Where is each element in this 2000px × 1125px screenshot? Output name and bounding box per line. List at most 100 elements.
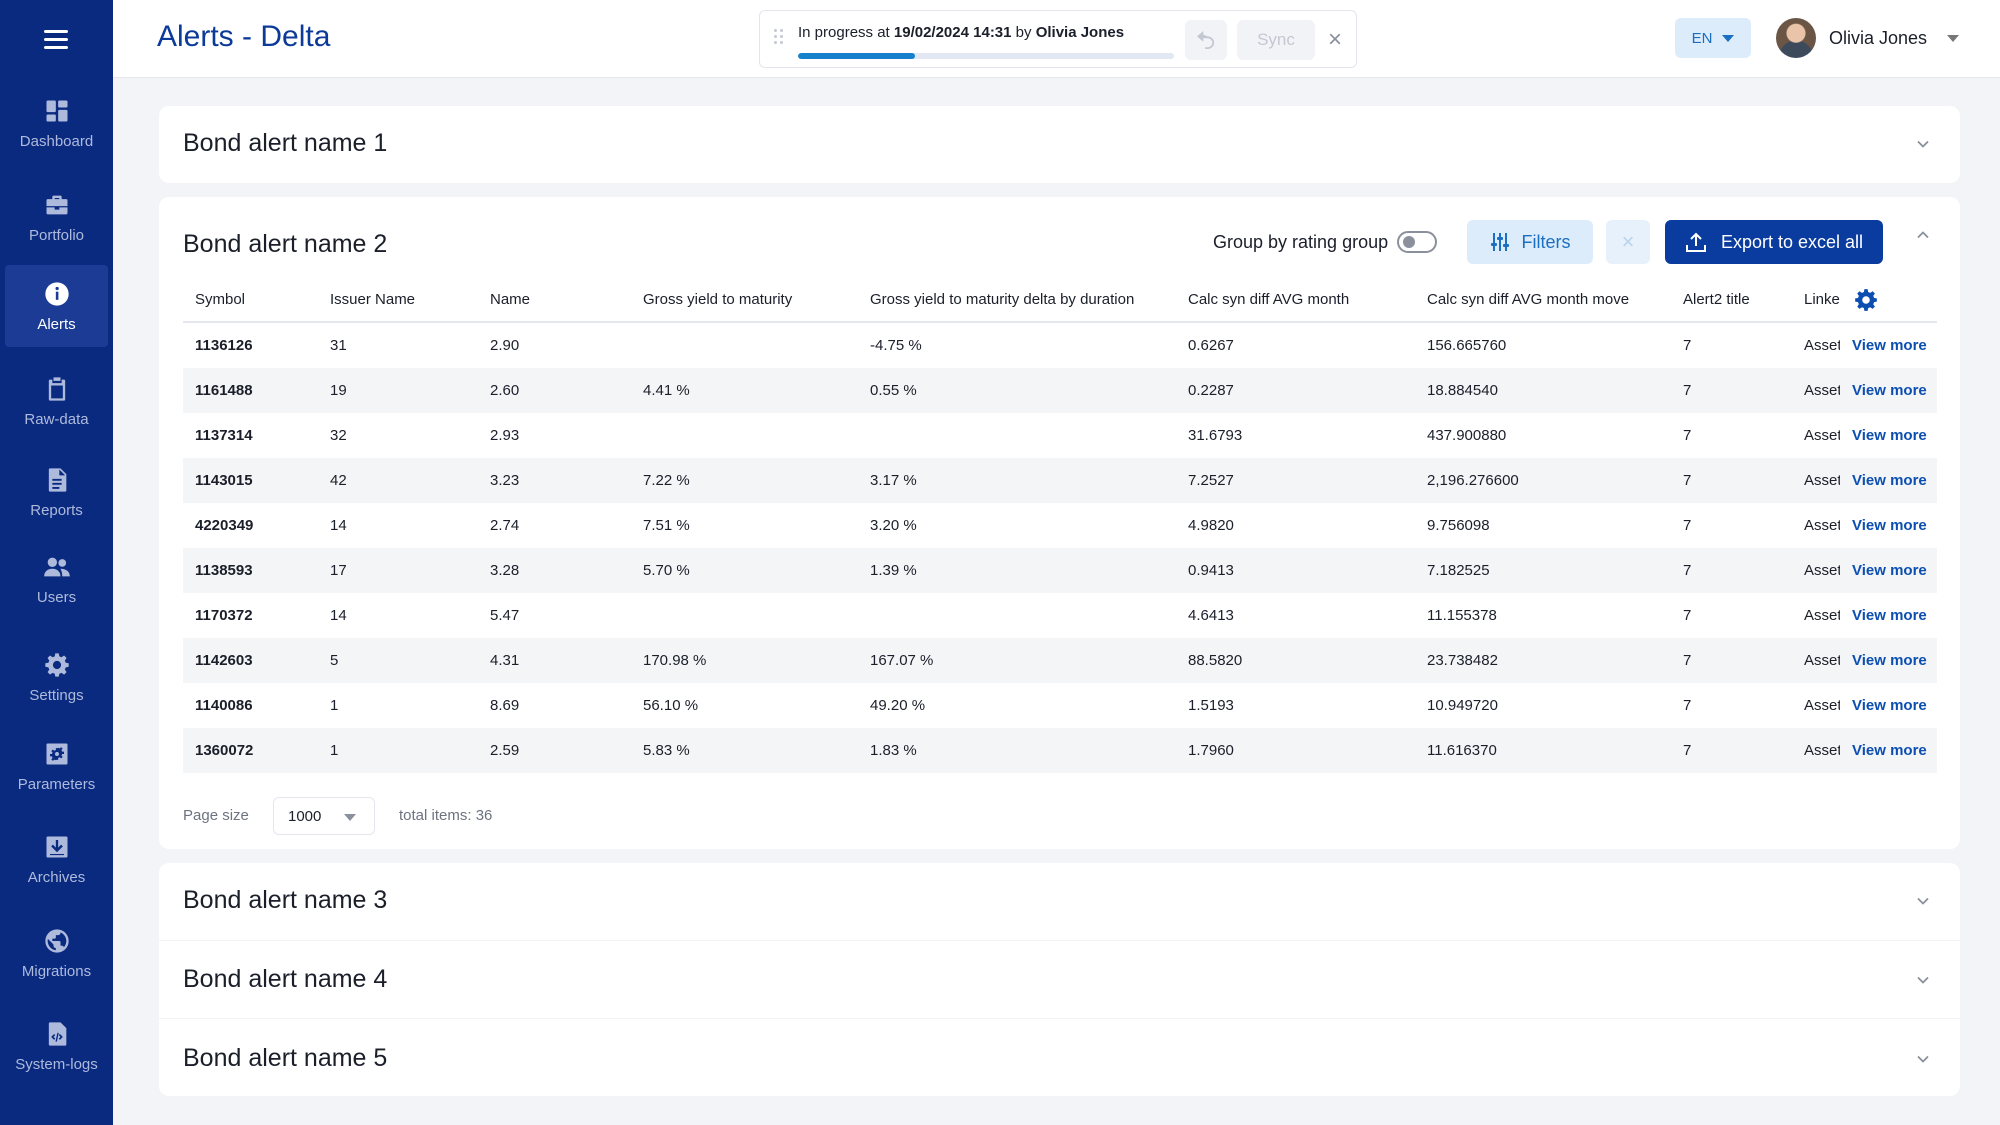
table-cell: 8.69: [490, 697, 520, 714]
table-cell: 1161488: [195, 382, 253, 399]
view-more-link[interactable]: View more: [1852, 382, 1927, 399]
table-cell: 1170372: [195, 607, 253, 624]
table-cell: 14: [330, 517, 347, 534]
alert-panel-4: Bond alert name 4: [159, 941, 1960, 1018]
column-header[interactable]: Linke: [1804, 291, 1840, 308]
user-menu-caret-icon[interactable]: [1947, 35, 1959, 42]
sidebar-item-reports[interactable]: Reports: [5, 451, 108, 533]
table-cell: 10.949720: [1427, 697, 1498, 714]
sidebar-item-label: Portfolio: [28, 226, 85, 244]
view-more-link[interactable]: View more: [1852, 607, 1927, 624]
table-row: 1161488 19 2.60 4.41 % 0.55 % 0.2287 18.884540…: [183, 368, 1937, 413]
column-header[interactable]: Calc syn diff AVG month: [1188, 291, 1350, 308]
column-header[interactable]: Symbol: [195, 291, 246, 308]
close-icon[interactable]: ×: [1327, 26, 1342, 53]
table-cell: 1138593: [195, 562, 253, 579]
undo-button[interactable]: [1185, 20, 1227, 60]
chevron-down-icon[interactable]: [1916, 894, 1930, 908]
sidebar-item-label: Settings: [29, 686, 84, 704]
sidebar-item-archives[interactable]: Archives: [5, 818, 108, 900]
sidebar-item-raw-data[interactable]: Raw-data: [5, 360, 108, 442]
table-cell: Asset: [1804, 427, 1840, 444]
alert-panel-1: Bond alert name 1: [159, 106, 1960, 183]
gear-icon: [44, 652, 69, 677]
table-cell: 3.28: [490, 562, 520, 579]
table-cell: Asset: [1804, 472, 1840, 489]
column-header[interactable]: Calc syn diff AVG month move: [1427, 291, 1630, 308]
table-body: 1136126 31 2.90 -4.75 % 0.6267 156.665760 7 Ass…: [183, 323, 1937, 773]
column-header[interactable]: Alert2 title: [1683, 291, 1750, 308]
view-more-link[interactable]: View more: [1852, 427, 1927, 444]
page-size-select[interactable]: 1000: [273, 797, 375, 835]
page-title: Alerts - Delta: [157, 20, 331, 53]
table-cell: 5.47: [490, 607, 520, 624]
chevron-down-icon[interactable]: [1916, 1052, 1930, 1066]
view-more-link[interactable]: View more: [1852, 652, 1927, 669]
sidebar-item-label: Raw-data: [24, 410, 89, 428]
view-more-link[interactable]: View more: [1852, 697, 1927, 714]
panel-title[interactable]: Bond alert name 4: [183, 965, 388, 993]
view-more-link[interactable]: View more: [1852, 517, 1927, 534]
chevron-up-icon[interactable]: [1916, 228, 1930, 242]
table-cell: 18.884540: [1427, 382, 1498, 399]
panel-title[interactable]: Bond alert name 2: [183, 230, 388, 258]
table-cell: 7: [1683, 697, 1692, 714]
export-label: Export to excel all: [1720, 231, 1864, 252]
clear-filters-button[interactable]: ×: [1606, 220, 1650, 264]
table-cell: 19: [330, 382, 347, 399]
user-name[interactable]: Olivia Jones: [1829, 28, 1928, 48]
language-select[interactable]: EN: [1675, 18, 1751, 58]
table-cell: 56.10 %: [643, 697, 699, 714]
hamburger-menu-icon[interactable]: [44, 30, 68, 50]
group-by-toggle[interactable]: [1397, 231, 1437, 253]
export-excel-button[interactable]: Export to excel all: [1665, 220, 1883, 264]
table-cell: 2.90: [490, 337, 520, 354]
table-cell: 4.31: [490, 652, 520, 669]
group-by-label: Group by rating group: [1213, 232, 1389, 252]
view-more-link[interactable]: View more: [1852, 742, 1927, 759]
panel-title[interactable]: Bond alert name 5: [183, 1044, 388, 1072]
sidebar-item-parameters[interactable]: Parameters: [5, 725, 108, 807]
chevron-down-icon[interactable]: [1916, 137, 1930, 151]
sidebar-item-alerts[interactable]: Alerts: [5, 265, 108, 347]
sidebar-item-migrations[interactable]: Migrations: [5, 912, 108, 994]
view-more-link[interactable]: View more: [1852, 472, 1927, 489]
progress-user: Olivia Jones: [1035, 24, 1125, 41]
filters-button[interactable]: Filters: [1467, 220, 1593, 264]
column-header[interactable]: Issuer Name: [330, 291, 416, 308]
sync-button[interactable]: Sync: [1237, 20, 1315, 60]
drag-handle-icon[interactable]: [774, 29, 784, 47]
sidebar-item-system-logs[interactable]: System-logs: [5, 1005, 108, 1087]
table-cell: 2.60: [490, 382, 520, 399]
column-settings-gear-icon[interactable]: [1853, 287, 1879, 313]
code-file-icon: [48, 1021, 66, 1046]
table-cell: 7: [1683, 472, 1692, 489]
avatar[interactable]: [1776, 18, 1816, 58]
sidebar-item-dashboard[interactable]: Dashboard: [5, 82, 108, 164]
table-cell: 32: [330, 427, 347, 444]
parameters-icon: [46, 743, 67, 764]
table-cell: 11.616370: [1427, 742, 1497, 759]
table-cell: 4.9820: [1188, 517, 1234, 534]
chevron-down-icon[interactable]: [1916, 973, 1930, 987]
panel-title[interactable]: Bond alert name 1: [183, 129, 388, 157]
column-header[interactable]: Gross yield to maturity: [643, 291, 793, 308]
panel-title[interactable]: Bond alert name 3: [183, 886, 388, 914]
view-more-link[interactable]: View more: [1852, 337, 1927, 354]
page-size-label: Page size: [183, 807, 249, 824]
sidebar-item-portfolio[interactable]: Portfolio: [5, 176, 108, 258]
table-header: Symbol Issuer Name Name Gross yield to matu…: [183, 279, 1937, 323]
table-cell: Asset: [1804, 607, 1840, 624]
sidebar-item-users[interactable]: Users: [5, 538, 108, 620]
column-header[interactable]: Gross yield to maturity delta by duratio…: [870, 291, 1135, 308]
column-header[interactable]: Name: [490, 291, 531, 308]
table-cell: 14: [330, 607, 347, 624]
clipboard-icon: [48, 376, 65, 401]
table-cell: 0.6267: [1188, 337, 1234, 354]
table-cell: 1: [330, 742, 339, 759]
briefcase-icon: [46, 195, 67, 214]
alert-panel-3: Bond alert name 3: [159, 863, 1960, 940]
caret-down-icon: [344, 814, 356, 821]
sidebar-item-settings[interactable]: Settings: [5, 636, 108, 718]
view-more-link[interactable]: View more: [1852, 562, 1927, 579]
